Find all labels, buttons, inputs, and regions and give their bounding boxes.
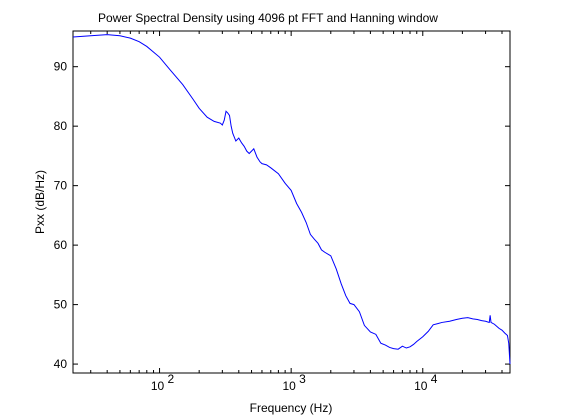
x-tick-label: 10 <box>151 379 165 393</box>
psd-series-line <box>72 34 511 365</box>
y-tick-label: 60 <box>54 238 68 252</box>
x-tick-exponent: 3 <box>299 372 306 386</box>
x-tick-label: 10 <box>414 379 428 393</box>
y-axis-label: Pxx (dB/Hz) <box>33 170 47 234</box>
x-tick-label: 10 <box>282 379 296 393</box>
chart-title: Power Spectral Density using 4096 pt FFT… <box>98 11 438 25</box>
x-tick-exponent: 4 <box>431 372 438 386</box>
y-tick-label: 40 <box>54 357 68 371</box>
y-tick-label: 90 <box>54 60 68 74</box>
x-tick-exponent: 2 <box>168 372 175 386</box>
y-tick-label: 80 <box>54 119 68 133</box>
y-tick-label: 70 <box>54 179 68 193</box>
x-axis-label: Frequency (Hz) <box>250 401 333 415</box>
y-tick-label: 50 <box>54 298 68 312</box>
plot-area <box>72 30 511 374</box>
